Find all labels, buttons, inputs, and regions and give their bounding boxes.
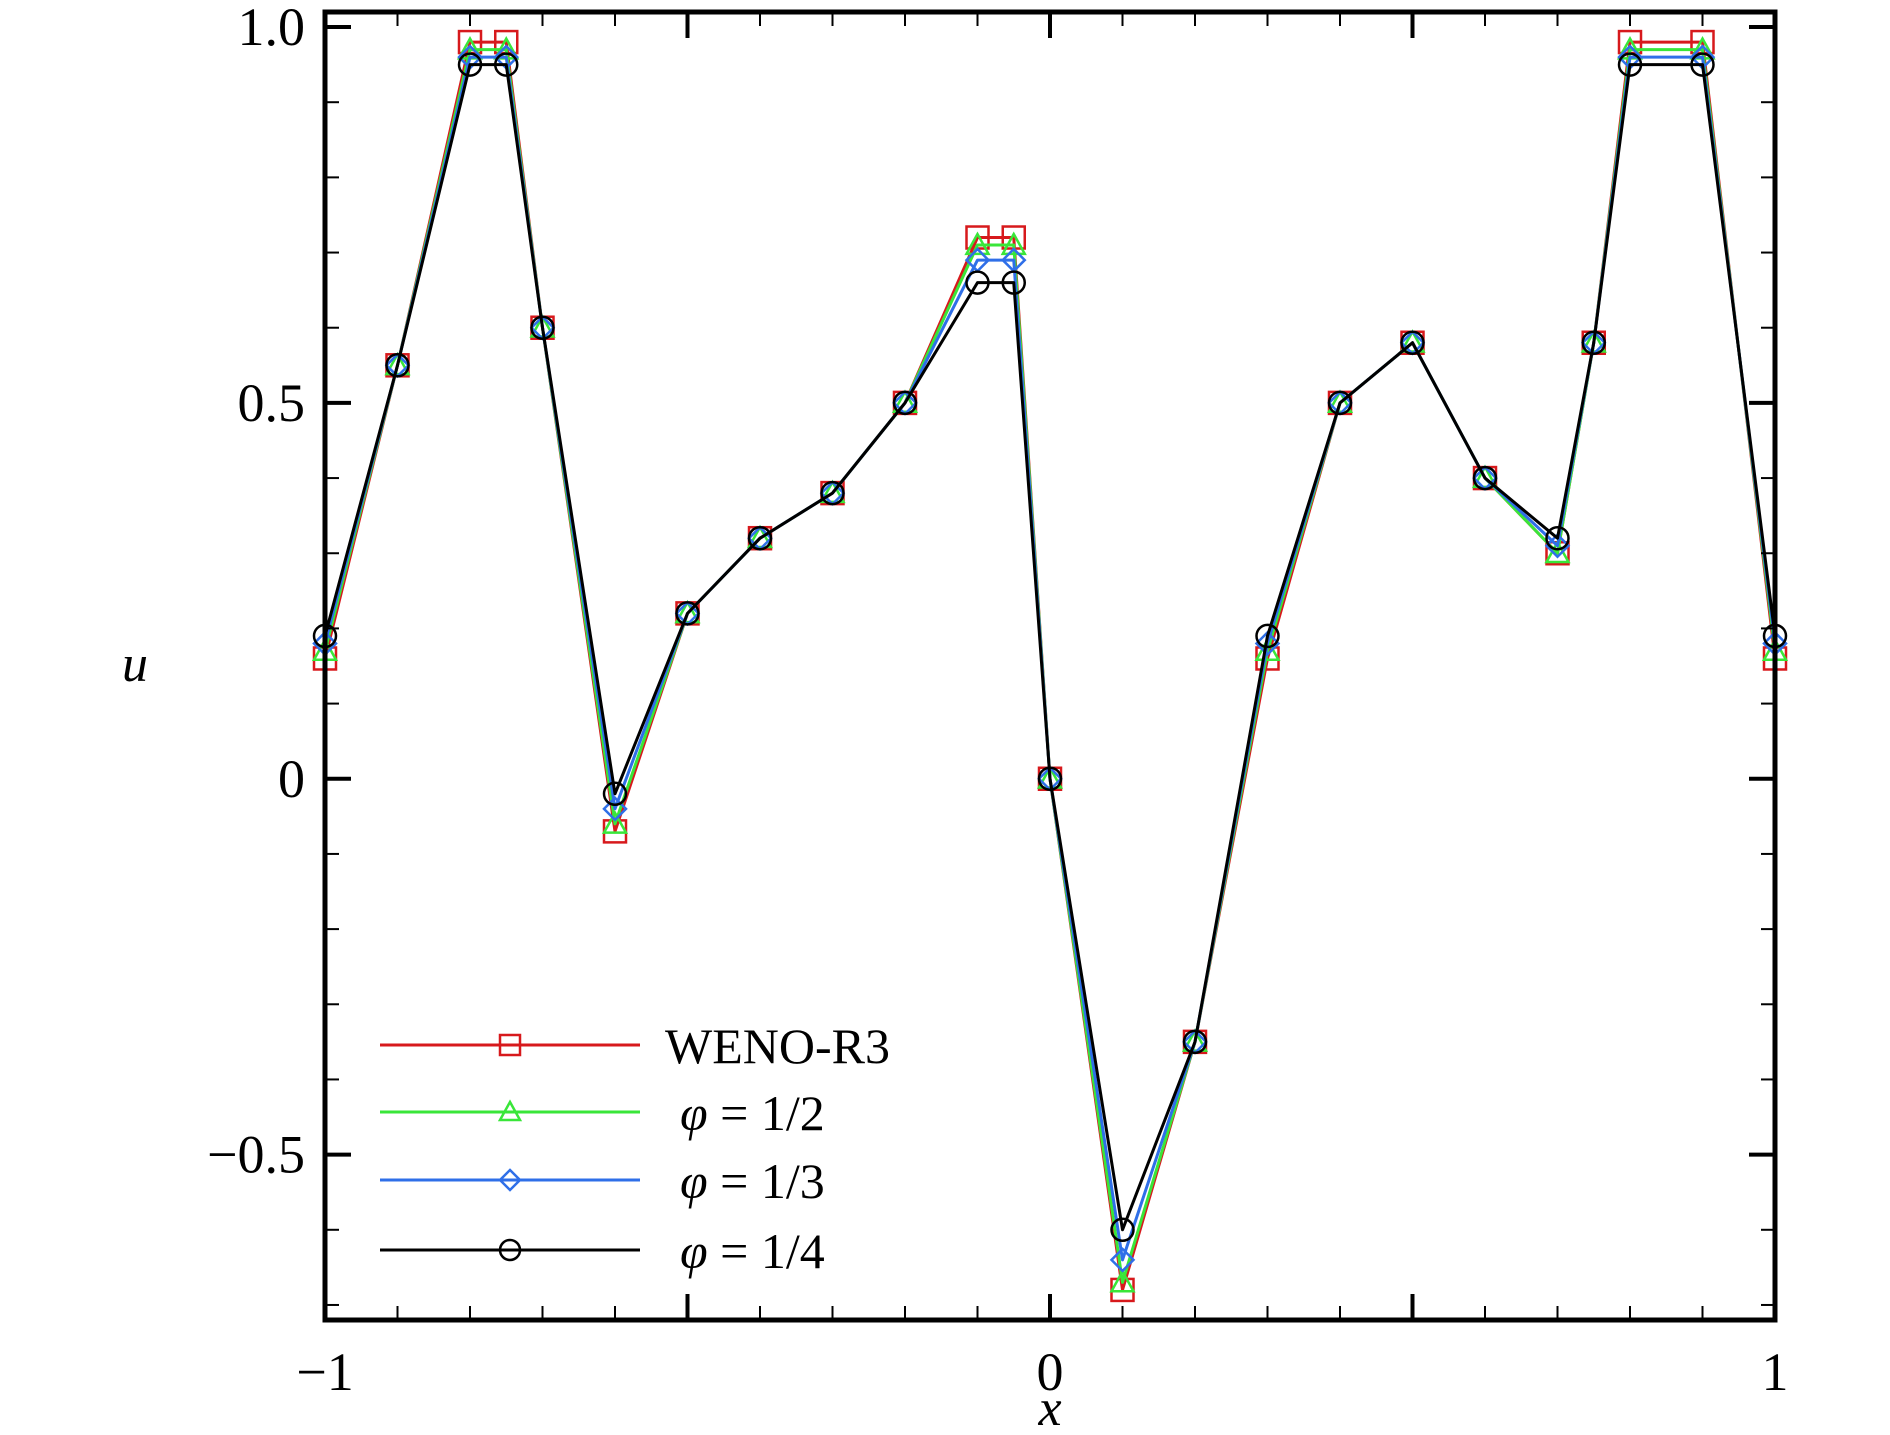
data-point xyxy=(530,315,555,340)
axis-ticks xyxy=(323,12,1777,1320)
data-point xyxy=(1690,52,1715,77)
series-1 xyxy=(311,36,1789,1293)
data-point xyxy=(384,351,411,376)
data-point xyxy=(747,525,773,551)
data-point xyxy=(1471,464,1499,489)
data-point xyxy=(819,479,846,504)
data-point xyxy=(1110,1217,1135,1243)
y-tick-label: 1.0 xyxy=(238,0,306,57)
series-0 xyxy=(312,29,1788,1303)
x-tick-label: 0 xyxy=(1037,1342,1064,1402)
data-point xyxy=(1399,329,1426,353)
data-point xyxy=(1037,766,1063,792)
x-tick-label: 1 xyxy=(1762,1342,1789,1402)
data-point xyxy=(1400,330,1425,356)
data-point xyxy=(1326,389,1354,413)
data-point xyxy=(674,599,701,624)
data-point xyxy=(1581,330,1606,356)
data-point xyxy=(602,781,628,807)
x-axis-title: x xyxy=(1037,1380,1061,1435)
data-point xyxy=(1545,525,1570,551)
data-point xyxy=(1001,270,1026,295)
data-point xyxy=(891,389,919,413)
legend-marker xyxy=(498,1168,522,1192)
data-point xyxy=(965,270,990,295)
legend-marker xyxy=(497,1099,523,1122)
series-line xyxy=(323,48,1777,1284)
data-point xyxy=(1255,623,1280,649)
data-point xyxy=(457,52,483,77)
data-point xyxy=(1580,329,1607,353)
data-point xyxy=(1472,465,1498,491)
y-tick-label: 0 xyxy=(278,749,305,809)
legend-label-weno-r3: WENO-R3 xyxy=(665,1018,890,1074)
legend-label-phi-1-3: φ = 1/3 xyxy=(680,1153,825,1209)
data-point xyxy=(746,524,774,549)
data-point xyxy=(1617,52,1643,77)
legend-marker xyxy=(498,1238,522,1262)
series-line xyxy=(323,63,1777,1232)
series-line xyxy=(323,40,1777,1292)
data-point xyxy=(964,231,991,256)
x-tick-label: −1 xyxy=(296,1342,353,1402)
plot-frame xyxy=(322,9,1778,1323)
data-point xyxy=(675,601,700,626)
data-point xyxy=(1181,1028,1209,1052)
data-point xyxy=(1254,630,1281,657)
legend-entry-phi-1-2: φ = 1/2 xyxy=(380,1085,825,1141)
legend-label-phi-1-2: φ = 1/2 xyxy=(680,1085,825,1141)
tick-labels: −1 0 1 −0.5 0 0.5 1.0 xyxy=(207,0,1788,1402)
legend-marker xyxy=(498,1033,522,1057)
series-3 xyxy=(312,52,1788,1243)
legend-label-phi-1-4: φ = 1/4 xyxy=(680,1223,825,1279)
data-point xyxy=(1182,1029,1208,1055)
data-point xyxy=(602,796,628,822)
data-point xyxy=(1109,1268,1136,1293)
data-point xyxy=(820,480,845,506)
data-point xyxy=(1109,1247,1136,1273)
series-line xyxy=(323,55,1777,1262)
plot-layer xyxy=(311,29,1789,1303)
legend-entry-phi-1-4: φ = 1/4 xyxy=(380,1223,825,1279)
data-point xyxy=(1544,532,1571,559)
data-point xyxy=(1000,231,1027,256)
data-point xyxy=(385,353,410,378)
data-point xyxy=(601,810,629,834)
series-2 xyxy=(312,44,1788,1273)
data-point xyxy=(892,390,918,416)
y-tick-label: −0.5 xyxy=(207,1125,305,1185)
data-point xyxy=(1327,390,1353,416)
data-point xyxy=(494,52,519,77)
y-tick-label: 0.5 xyxy=(238,373,306,433)
y-axis-title: u xyxy=(122,636,148,693)
legend-entry-phi-1-3: φ = 1/3 xyxy=(380,1153,825,1209)
legend-entry-weno-r3: WENO-R3 xyxy=(380,1018,890,1074)
legend: WENO-R3 φ = 1/2 φ = 1/3 φ = 1/4 xyxy=(380,1018,890,1279)
